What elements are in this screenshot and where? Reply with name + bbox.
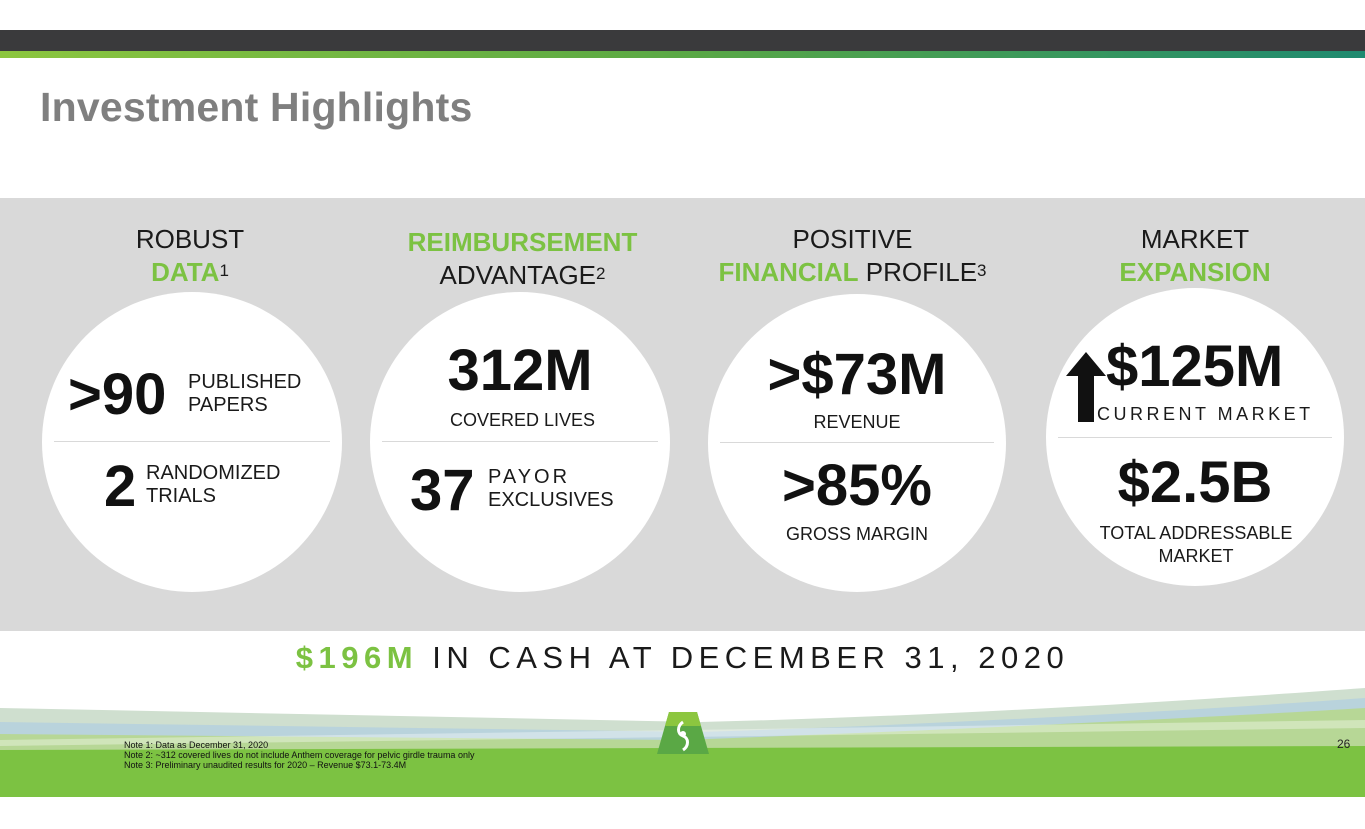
financial-profile-heading: POSITIVE FINANCIAL PROFILE3	[700, 223, 1005, 289]
heading-line: MARKET	[1140, 224, 1250, 254]
published-papers-label: PUBLISHED PAPERS	[188, 371, 302, 416]
page-title: Investment Highlights	[40, 84, 473, 130]
footnote-3: Note 3: Preliminary unaudited results fo…	[124, 760, 407, 770]
top-accent-stripe	[0, 51, 1365, 58]
up-arrow-icon	[1066, 352, 1106, 422]
heading-green-word: DATA	[151, 257, 220, 287]
published-papers-value: >90	[68, 362, 167, 427]
covered-lives-value: 312M	[447, 338, 593, 403]
heading-green-word: EXPANSION	[1119, 257, 1271, 287]
heading-green-word: REIMBURSEMENT	[407, 227, 638, 257]
heading-line: PROFILE	[865, 257, 978, 287]
page-number: 26	[1337, 737, 1351, 751]
gross-margin-label: GROSS MARGIN	[785, 524, 928, 544]
cash-statement: $196M IN CASH AT DECEMBER 31, 2020	[0, 640, 1365, 676]
financial-profile-circle	[708, 294, 1006, 592]
reimbursement-circle	[370, 292, 670, 592]
footnote-marker: 3	[977, 261, 987, 280]
total-addressable-market-label: TOTAL ADDRESSABLE MARKET	[1099, 523, 1293, 566]
reimbursement-heading: REIMBURSEMENT ADVANTAGE2	[370, 226, 675, 292]
payor-exclusives-label: PAYOR EXCLUSIVES	[488, 466, 614, 511]
circle-divider	[1058, 437, 1332, 438]
footnote-1: Note 1: Data as December 31, 2020	[124, 740, 269, 750]
market-expansion-heading: MARKET EXPANSION	[1060, 223, 1330, 289]
revenue-value: >$73M	[767, 342, 947, 407]
covered-lives-label: COVERED LIVES	[449, 410, 596, 430]
payor-exclusives-value: 37	[410, 458, 475, 523]
randomized-trials-label: RANDOMIZED TRIALS	[146, 462, 281, 507]
footnote-marker: 2	[596, 264, 606, 283]
current-market-label: CURRENT MARKET	[1097, 404, 1314, 424]
top-header-bar	[0, 30, 1365, 51]
total-addressable-market-value: $2.5B	[1117, 450, 1273, 515]
heading-line: ROBUST	[135, 224, 245, 254]
cash-text: IN CASH AT DECEMBER 31, 2020	[432, 640, 1070, 675]
robust-data-heading: ROBUST DATA1	[90, 223, 290, 289]
heading-green-word: FINANCIAL	[718, 257, 859, 287]
current-market-value: $125M	[1106, 334, 1284, 399]
robust-data-circle	[42, 292, 342, 592]
randomized-trials-value: 2	[104, 454, 137, 519]
gross-margin-value: >85%	[782, 453, 932, 518]
company-logo-icon	[657, 712, 709, 754]
footnote-marker: 1	[219, 261, 229, 280]
circle-divider	[382, 441, 658, 442]
circle-divider	[720, 442, 994, 443]
heading-line: ADVANTAGE	[439, 260, 597, 290]
circle-divider	[54, 441, 330, 442]
footnote-2: Note 2: ~312 covered lives do not includ…	[124, 750, 475, 760]
heading-line: POSITIVE	[792, 224, 913, 254]
revenue-label: REVENUE	[813, 412, 901, 432]
footnotes: Note 1: Data as December 31, 2020 Note 2…	[124, 740, 474, 770]
cash-amount: $196M	[295, 640, 419, 675]
